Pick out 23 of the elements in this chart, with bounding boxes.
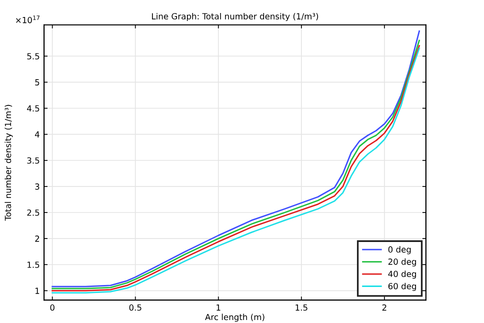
x-tick-label: 2 [382,304,386,311]
y-tick-label: 3 [35,183,40,190]
legend-label: 20 deg [388,258,416,266]
y-tick-label: 2 [35,236,40,242]
y-tick-label: 5 [35,79,40,86]
chart-title: Line Graph: Total number density (1/m³) [152,12,318,22]
y-tick-label: 4 [34,131,40,138]
y-axis-title: Total number density (1/m³) [4,104,13,221]
x-tick-label: 0.5 [129,304,142,311]
x-tick-label: 0 [50,304,54,311]
legend-label: 60 deg [388,282,416,291]
x-axis-title: Arc length (m) [205,314,264,322]
legend-label: 40 deg [388,270,416,279]
x-tick-label: 1 [216,304,220,311]
y-tick-label: 1.5 [28,262,40,268]
y-tick-label: 2.5 [27,209,40,216]
x-tick-label: 1.5 [296,304,308,311]
y-tick-label: 4.5 [27,105,40,112]
text: ×10$^{17}$ [16,16,40,24]
y-tick-label: 1 [35,288,40,294]
y-tick-label: 3.5 [27,157,40,164]
legend-label: 0 deg [388,246,411,254]
y-tick-label: 5.5 [27,53,40,60]
